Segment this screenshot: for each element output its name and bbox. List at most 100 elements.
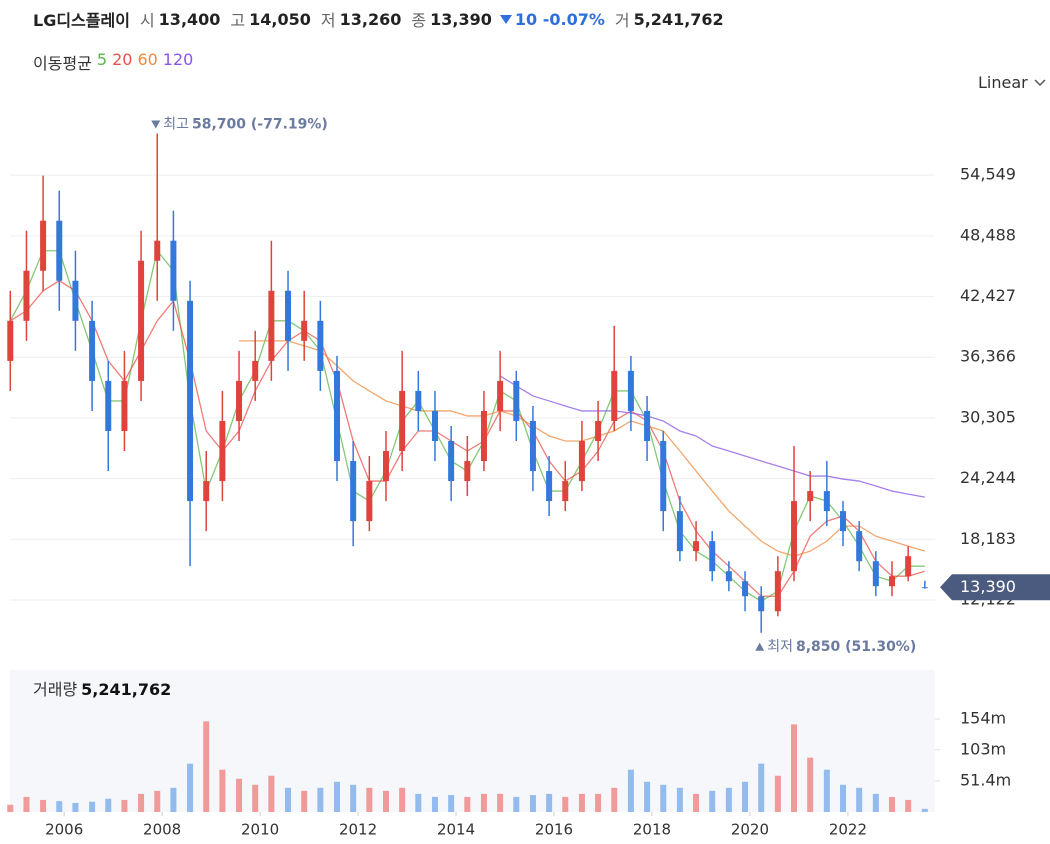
volume-bar (856, 787, 863, 812)
candle-body (497, 380, 504, 411)
volume-bar (23, 796, 30, 812)
quote-value: 13,400 (158, 9, 221, 29)
annotation-value: 8,850 (51.30%) (796, 639, 916, 655)
candle-body (807, 491, 814, 502)
quote-label: 종 (411, 11, 427, 30)
candle-body (529, 420, 536, 472)
quote-label: 저 (320, 11, 336, 30)
candle-body (399, 390, 406, 452)
price-change: 10 -0.07% (499, 9, 605, 29)
volume-bar (872, 793, 879, 812)
volume-bar (595, 793, 602, 812)
volume-bar (905, 799, 912, 812)
volume-bar (72, 802, 79, 812)
legend-entry: 20 (112, 50, 133, 69)
annotation-value: 58,700 (-77.19%) (192, 117, 328, 133)
legend-title: 이동평균 (33, 54, 92, 73)
candle-body (905, 556, 912, 577)
candle-body (742, 581, 749, 597)
volume-bar (382, 790, 389, 812)
price-tag-label: 13,390 (960, 577, 1016, 596)
candle-body (627, 370, 634, 411)
candle-body (105, 380, 112, 431)
candle-body (268, 290, 275, 361)
volume-bar (840, 784, 847, 812)
quote-bar: LG디스플레이 시 13,400 고 14,050 저 13,260 종 13,390 10 … (33, 6, 724, 32)
annotation-label: 최저 (767, 639, 793, 655)
quote-items: 시 13,400 고 14,050 저 13,260 종 13,390 (134, 7, 492, 31)
volume-bar (268, 775, 275, 812)
volume-bar (415, 793, 422, 812)
candle-body (480, 410, 487, 462)
candle-body (334, 370, 341, 462)
candle-body (40, 220, 47, 271)
candle-body (431, 410, 438, 441)
change-text: 10 -0.07% (514, 9, 605, 29)
candle-body (513, 380, 520, 421)
volume-bar (921, 808, 928, 812)
volume-bar (138, 793, 145, 812)
annotation: 최고 58,700 (-77.19%) (163, 117, 328, 133)
volume-bar (742, 781, 749, 812)
volume-bar (252, 784, 259, 812)
volume-bar (399, 787, 406, 812)
candle-body (693, 541, 700, 552)
volume-bar (154, 790, 161, 812)
candle-body (578, 441, 585, 482)
volume-bar (219, 769, 226, 812)
candle-body (89, 320, 96, 381)
y-tick-label: 24,244 (960, 468, 1016, 487)
volume-bar (480, 793, 487, 812)
volume-bar (709, 790, 716, 812)
candle-body (660, 441, 667, 512)
candle-body (823, 491, 830, 512)
candle-body (252, 360, 259, 381)
quote-value: 14,050 (249, 9, 311, 29)
legend-entry: 5 (96, 50, 108, 69)
volume-bar (529, 795, 536, 812)
volume-bar (285, 787, 292, 812)
volume-bar (89, 801, 96, 812)
volume-bar (644, 781, 651, 812)
volume-title-value: 5,241,762 (81, 680, 171, 699)
volume-bar (334, 781, 341, 812)
volume-bar (121, 799, 128, 812)
x-tick-label: 2018 (633, 821, 671, 839)
volume-value: 5,241,762 (633, 9, 724, 29)
volume-bar (7, 804, 14, 812)
moving-average-line (499, 375, 925, 498)
candle-body (725, 571, 732, 582)
volume-bar (676, 787, 683, 812)
scale-label[interactable]: Linear (978, 73, 1028, 92)
y-tick-label: 103m (960, 739, 1006, 758)
candle-body (546, 471, 553, 502)
x-tick-label: 2020 (731, 821, 769, 839)
y-tick-label: 154m (960, 708, 1006, 727)
volume-bar (758, 763, 765, 812)
candle-body (888, 576, 895, 587)
chevron[interactable] (1034, 78, 1046, 87)
candle-body (758, 596, 765, 612)
x-tick-label: 2016 (535, 821, 573, 839)
y-tick-label: 51.4m (960, 770, 1011, 789)
stock-name: LG디스플레이 (33, 11, 130, 30)
scale-selector[interactable]: Linear (978, 73, 1046, 92)
candle-body (856, 531, 863, 562)
x-tick-label: 2012 (339, 821, 377, 839)
x-tick-label: 2006 (45, 821, 83, 839)
quote-label: 시 (139, 11, 155, 30)
y-tick-label: 36,366 (960, 347, 1016, 366)
volume-bar (774, 775, 781, 812)
volume-bar (40, 799, 47, 812)
candle-body (285, 290, 292, 341)
candle-body (415, 390, 422, 411)
candle-body (236, 380, 243, 421)
volume-bar (317, 787, 324, 812)
y-tick-label: 48,488 (960, 225, 1016, 244)
quote-value: 13,390 (430, 9, 492, 29)
candle-body (562, 481, 569, 502)
volume-bar (888, 796, 895, 812)
candle-body (187, 300, 194, 502)
x-tick-label: 2014 (437, 821, 475, 839)
